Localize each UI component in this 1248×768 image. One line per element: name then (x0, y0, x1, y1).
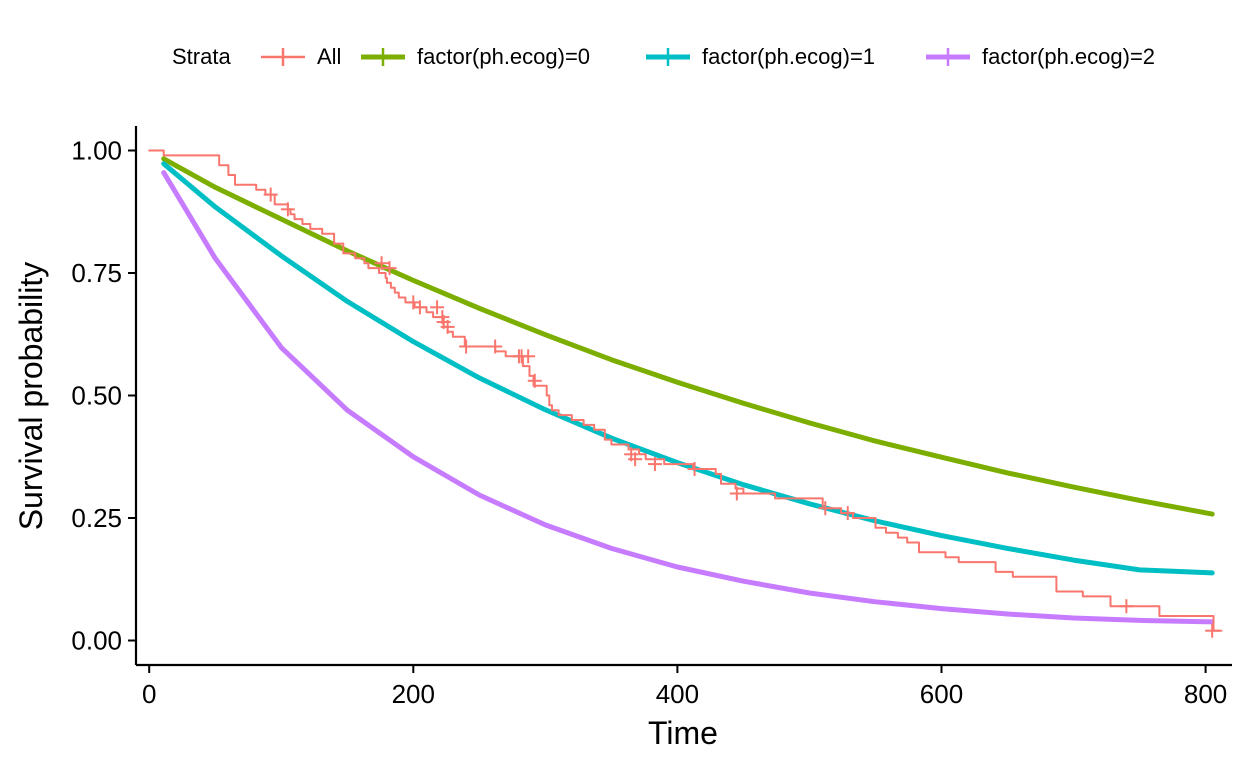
legend: Strata All factor(ph.ecog)=0 factor(ph.eco… (172, 44, 1155, 69)
legend-label: factor(ph.ecog)=0 (417, 44, 590, 69)
x-tick-label: 400 (656, 679, 699, 709)
x-ticks: 0 200 400 600 800 (142, 665, 1227, 709)
x-tick-label: 800 (1184, 679, 1227, 709)
series-1-line (161, 156, 1215, 517)
legend-item-1: factor(ph.ecog)=0 (361, 44, 590, 69)
y-tick-label: 0.25 (71, 503, 122, 533)
censor-mark (374, 256, 389, 271)
x-tick-label: 200 (392, 679, 435, 709)
censor-mark (527, 373, 542, 388)
censor-mark (382, 261, 397, 276)
censor-mark (1119, 599, 1134, 614)
censor-mark (459, 339, 474, 354)
legend-item-2: factor(ph.ecog)=1 (646, 44, 875, 69)
series-3-line (161, 170, 1215, 625)
series-2-line (161, 161, 1215, 576)
legend-entries: All factor(ph.ecog)=0 factor(ph.ecog)=1 fac… (261, 44, 1155, 69)
censor-mark (263, 187, 278, 202)
legend-title: Strata (172, 44, 231, 69)
censor-mark (818, 501, 833, 516)
y-tick-label: 0.00 (71, 626, 122, 656)
censor-mark (687, 462, 702, 476)
censor-mark (440, 319, 455, 334)
censor-mark (628, 452, 643, 467)
series-layer (148, 149, 1223, 638)
axes: 0 200 400 600 800 0.000.250.500.751.00 Time … (13, 126, 1232, 751)
series-0-line (148, 149, 1223, 632)
y-tick-label: 0.75 (71, 258, 122, 288)
legend-item-0: All (261, 44, 341, 69)
y-tick-label: 0.50 (71, 381, 122, 411)
x-tick-label: 0 (142, 679, 156, 709)
legend-label: factor(ph.ecog)=1 (702, 44, 875, 69)
y-axis-title: Survival probability (13, 262, 49, 531)
legend-item-3: factor(ph.ecog)=2 (926, 44, 1155, 69)
legend-label: All (317, 44, 341, 69)
censor-mark (488, 339, 503, 354)
y-ticks: 0.00 0.25 0.50 0.75 1.00 (71, 136, 136, 656)
x-axis-title: Time (648, 715, 718, 751)
censor-mark (280, 202, 295, 217)
censor-mark (1205, 623, 1220, 638)
censor-mark (412, 300, 427, 315)
censor-mark (521, 349, 536, 364)
censor-mark (840, 506, 855, 521)
legend-label: factor(ph.ecog)=2 (982, 44, 1155, 69)
plot-area (148, 149, 1223, 638)
censor-mark (729, 486, 744, 501)
censor-mark (647, 457, 662, 472)
y-tick-label: 1.00 (71, 136, 122, 166)
x-tick-label: 600 (920, 679, 963, 709)
censor-mark (430, 300, 445, 315)
